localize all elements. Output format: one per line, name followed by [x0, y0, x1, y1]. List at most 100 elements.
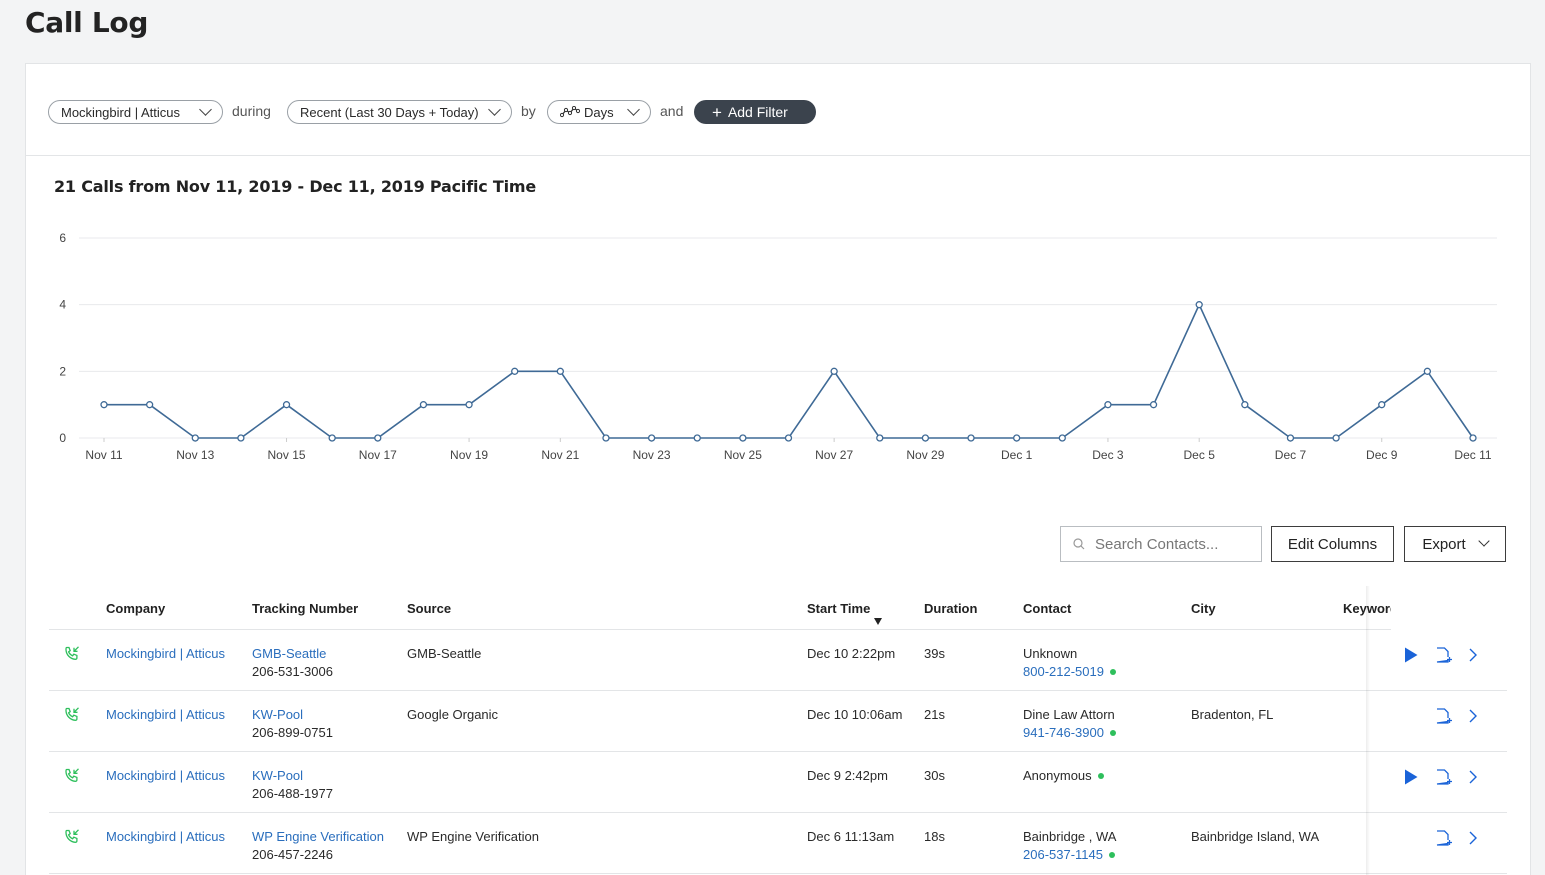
contact-phone-link[interactable]: 800-212-5019 [1023, 664, 1104, 679]
data-point[interactable] [1332, 434, 1340, 442]
data-point[interactable] [100, 401, 108, 409]
company-link[interactable]: Mockingbird | Atticus [106, 768, 225, 783]
filter-bar: Mockingbird | Atticus during Recent (Las… [26, 64, 1530, 156]
tracking-name-link[interactable]: GMB-Seattle [252, 646, 327, 661]
contact-cell: Anonymous [1023, 767, 1104, 785]
data-point[interactable] [1378, 401, 1386, 409]
tracking-name-link[interactable]: KW-Pool [252, 707, 304, 722]
data-point[interactable] [1286, 434, 1295, 442]
chevron-down-icon [1478, 535, 1490, 547]
start-time-cell: Dec 6 11:13am [807, 829, 895, 844]
tracking-number: 206-488-1977 [252, 786, 333, 801]
y-tick-label: 0 [59, 431, 66, 445]
tracking-number: 206-531-3006 [252, 664, 333, 679]
tracking-name-link[interactable]: WP Engine Verification [252, 829, 384, 844]
contact-phone-link[interactable]: 206-537-1145 [1023, 847, 1103, 862]
data-point[interactable] [191, 434, 199, 442]
col-contact[interactable]: Contact [1023, 601, 1072, 616]
data-point[interactable] [1469, 434, 1477, 442]
data-point[interactable] [282, 401, 291, 409]
status-dot [1109, 669, 1116, 675]
data-point[interactable] [556, 367, 564, 375]
data-point[interactable] [921, 434, 930, 442]
data-point[interactable] [1423, 367, 1432, 375]
col-start-time[interactable]: Start Time [807, 601, 883, 625]
add-filter-button[interactable]: + Add Filter [694, 100, 816, 124]
contact-cell: Bainbridge , WA 206-537-1145 [1023, 828, 1116, 864]
source-cell: Google Organic [407, 707, 499, 722]
data-point[interactable] [602, 434, 610, 442]
data-point[interactable] [465, 401, 473, 409]
chevron-right-icon[interactable] [1468, 647, 1478, 663]
duration-cell: 39s [924, 646, 945, 661]
data-point[interactable] [647, 434, 656, 442]
source-cell: GMB-Seattle [407, 646, 482, 661]
contact-phone-link[interactable]: 941-746-3900 [1023, 725, 1104, 740]
chevron-down-icon [199, 102, 212, 116]
export-button[interactable]: Export [1404, 526, 1506, 562]
contact-cell: Unknown 800-212-5019 [1023, 645, 1116, 681]
add-note-icon[interactable] [1434, 768, 1452, 786]
x-tick-label: Nov 15 [268, 448, 306, 462]
x-tick-label: Dec 1 [1001, 448, 1033, 462]
account-select[interactable]: Mockingbird | Atticus [48, 100, 223, 124]
col-company[interactable]: Company [106, 601, 166, 616]
data-point[interactable] [967, 434, 975, 442]
data-point[interactable] [876, 434, 884, 442]
data-point[interactable] [1013, 434, 1021, 442]
data-point[interactable] [374, 434, 382, 442]
data-point[interactable] [328, 434, 336, 442]
table-row[interactable]: Mockingbird | Atticus WP Engine Verificat… [49, 813, 1509, 874]
data-point[interactable] [237, 434, 245, 442]
table-row[interactable]: Mockingbird | Atticus KW-Pool 206-488-1977… [49, 752, 1509, 813]
date-range-select[interactable]: Recent (Last 30 Days + Today) [287, 100, 512, 124]
date-range-label: Recent (Last 30 Days + Today) [300, 104, 479, 120]
tracking-name-link[interactable]: KW-Pool [252, 768, 304, 783]
data-point[interactable] [1104, 401, 1112, 409]
phone-incoming-icon [65, 829, 79, 843]
x-tick-label: Nov 25 [724, 448, 762, 462]
chevron-right-icon[interactable] [1468, 769, 1478, 785]
table-row[interactable]: Mockingbird | Atticus KW-Pool 206-899-0751… [49, 691, 1509, 752]
play-icon[interactable] [1403, 646, 1419, 664]
data-point[interactable] [784, 434, 793, 442]
add-note-icon[interactable] [1434, 829, 1452, 847]
data-point[interactable] [511, 367, 519, 375]
chevron-right-icon[interactable] [1468, 830, 1478, 846]
data-point[interactable] [1149, 401, 1158, 409]
edit-columns-button[interactable]: Edit Columns [1271, 526, 1394, 562]
col-tracking-number[interactable]: Tracking Number [252, 601, 359, 616]
col-duration[interactable]: Duration [924, 601, 978, 616]
data-point[interactable] [1195, 301, 1203, 309]
col-city[interactable]: City [1191, 601, 1216, 616]
table-header: Company Tracking Number Source Start Tim… [49, 584, 1509, 630]
call-log-card: Mockingbird | Atticus during Recent (Las… [25, 63, 1531, 875]
chevron-right-icon[interactable] [1468, 708, 1478, 724]
data-point[interactable] [693, 434, 701, 442]
search-contacts-input[interactable] [1095, 535, 1255, 553]
x-tick-label: Dec 7 [1275, 448, 1307, 462]
data-point[interactable] [419, 401, 428, 409]
source-cell: WP Engine Verification [407, 829, 539, 844]
add-note-icon[interactable] [1434, 707, 1452, 725]
add-note-icon[interactable] [1434, 646, 1452, 664]
x-tick-label: Nov 27 [815, 448, 853, 462]
data-point[interactable] [1241, 401, 1249, 409]
search-contacts-box[interactable] [1060, 526, 1262, 562]
company-link[interactable]: Mockingbird | Atticus [106, 646, 225, 661]
data-point[interactable] [830, 367, 838, 375]
play-icon[interactable] [1403, 768, 1419, 786]
export-label: Export [1422, 535, 1466, 553]
data-point[interactable] [739, 434, 747, 442]
chart-title: 21 Calls from Nov 11, 2019 - Dec 11, 201… [54, 177, 537, 196]
table-body: Mockingbird | Atticus GMB-Seattle 206-531-… [49, 630, 1509, 874]
data-point[interactable] [1058, 434, 1066, 442]
company-link[interactable]: Mockingbird | Atticus [106, 707, 225, 722]
start-time-cell: Dec 10 10:06am [807, 707, 903, 722]
company-link[interactable]: Mockingbird | Atticus [106, 829, 225, 844]
col-keyword[interactable]: Keyword [1343, 601, 1391, 616]
data-point[interactable] [145, 401, 154, 409]
col-source[interactable]: Source [407, 601, 452, 616]
table-row[interactable]: Mockingbird | Atticus GMB-Seattle 206-531-… [49, 630, 1509, 691]
granularity-select[interactable]: Days [547, 100, 651, 124]
